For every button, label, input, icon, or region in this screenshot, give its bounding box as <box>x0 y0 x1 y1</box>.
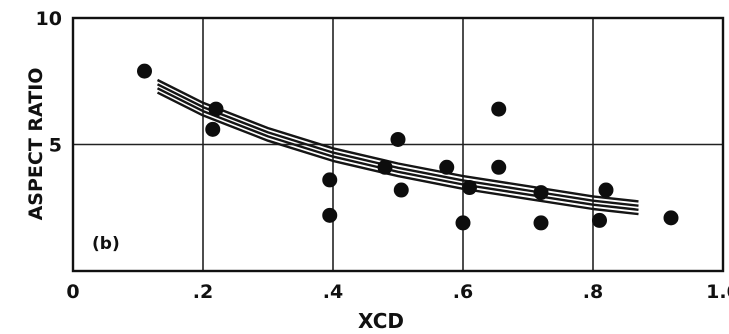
x-tick-label: .6 <box>453 281 473 303</box>
panel-label: (b) <box>92 234 120 254</box>
data-point <box>592 212 607 228</box>
plot-frame <box>71 16 725 273</box>
x-axis-label: XCD <box>358 309 404 333</box>
data-point <box>137 63 152 79</box>
fit-curve <box>156 91 639 216</box>
data-point <box>533 215 549 231</box>
frame-border <box>71 16 725 273</box>
y-tick-label: 10 <box>36 8 62 30</box>
data-point <box>208 101 224 117</box>
fit-band <box>156 78 639 216</box>
fit-curve <box>156 87 639 211</box>
data-point <box>598 182 614 198</box>
fit-curve <box>156 78 639 203</box>
fit-curve <box>156 83 639 207</box>
data-point <box>390 131 406 147</box>
y-axis-label: ASPECT RATIO <box>25 68 47 221</box>
y-tick-label: 5 <box>49 135 62 157</box>
tick-labels: 0 .2 .4 .6 .8 1.0 5 10 <box>36 8 729 303</box>
data-point <box>377 159 393 175</box>
x-tick-label: .4 <box>323 281 343 303</box>
data-point <box>491 159 507 175</box>
data-point <box>462 180 477 196</box>
x-tick-label: .2 <box>193 281 213 303</box>
data-point <box>455 215 471 231</box>
data-point <box>322 172 338 188</box>
data-points <box>137 63 679 231</box>
data-point <box>393 182 409 198</box>
data-point <box>491 101 507 117</box>
data-point <box>205 121 221 137</box>
data-point <box>533 185 549 201</box>
x-tick-label: .8 <box>583 281 603 303</box>
x-tick-label: 0 <box>66 281 79 303</box>
data-point <box>439 159 455 175</box>
data-point <box>322 207 338 223</box>
grid <box>73 18 723 271</box>
x-tick-label: 1.0 <box>706 281 729 303</box>
data-point <box>663 210 679 226</box>
